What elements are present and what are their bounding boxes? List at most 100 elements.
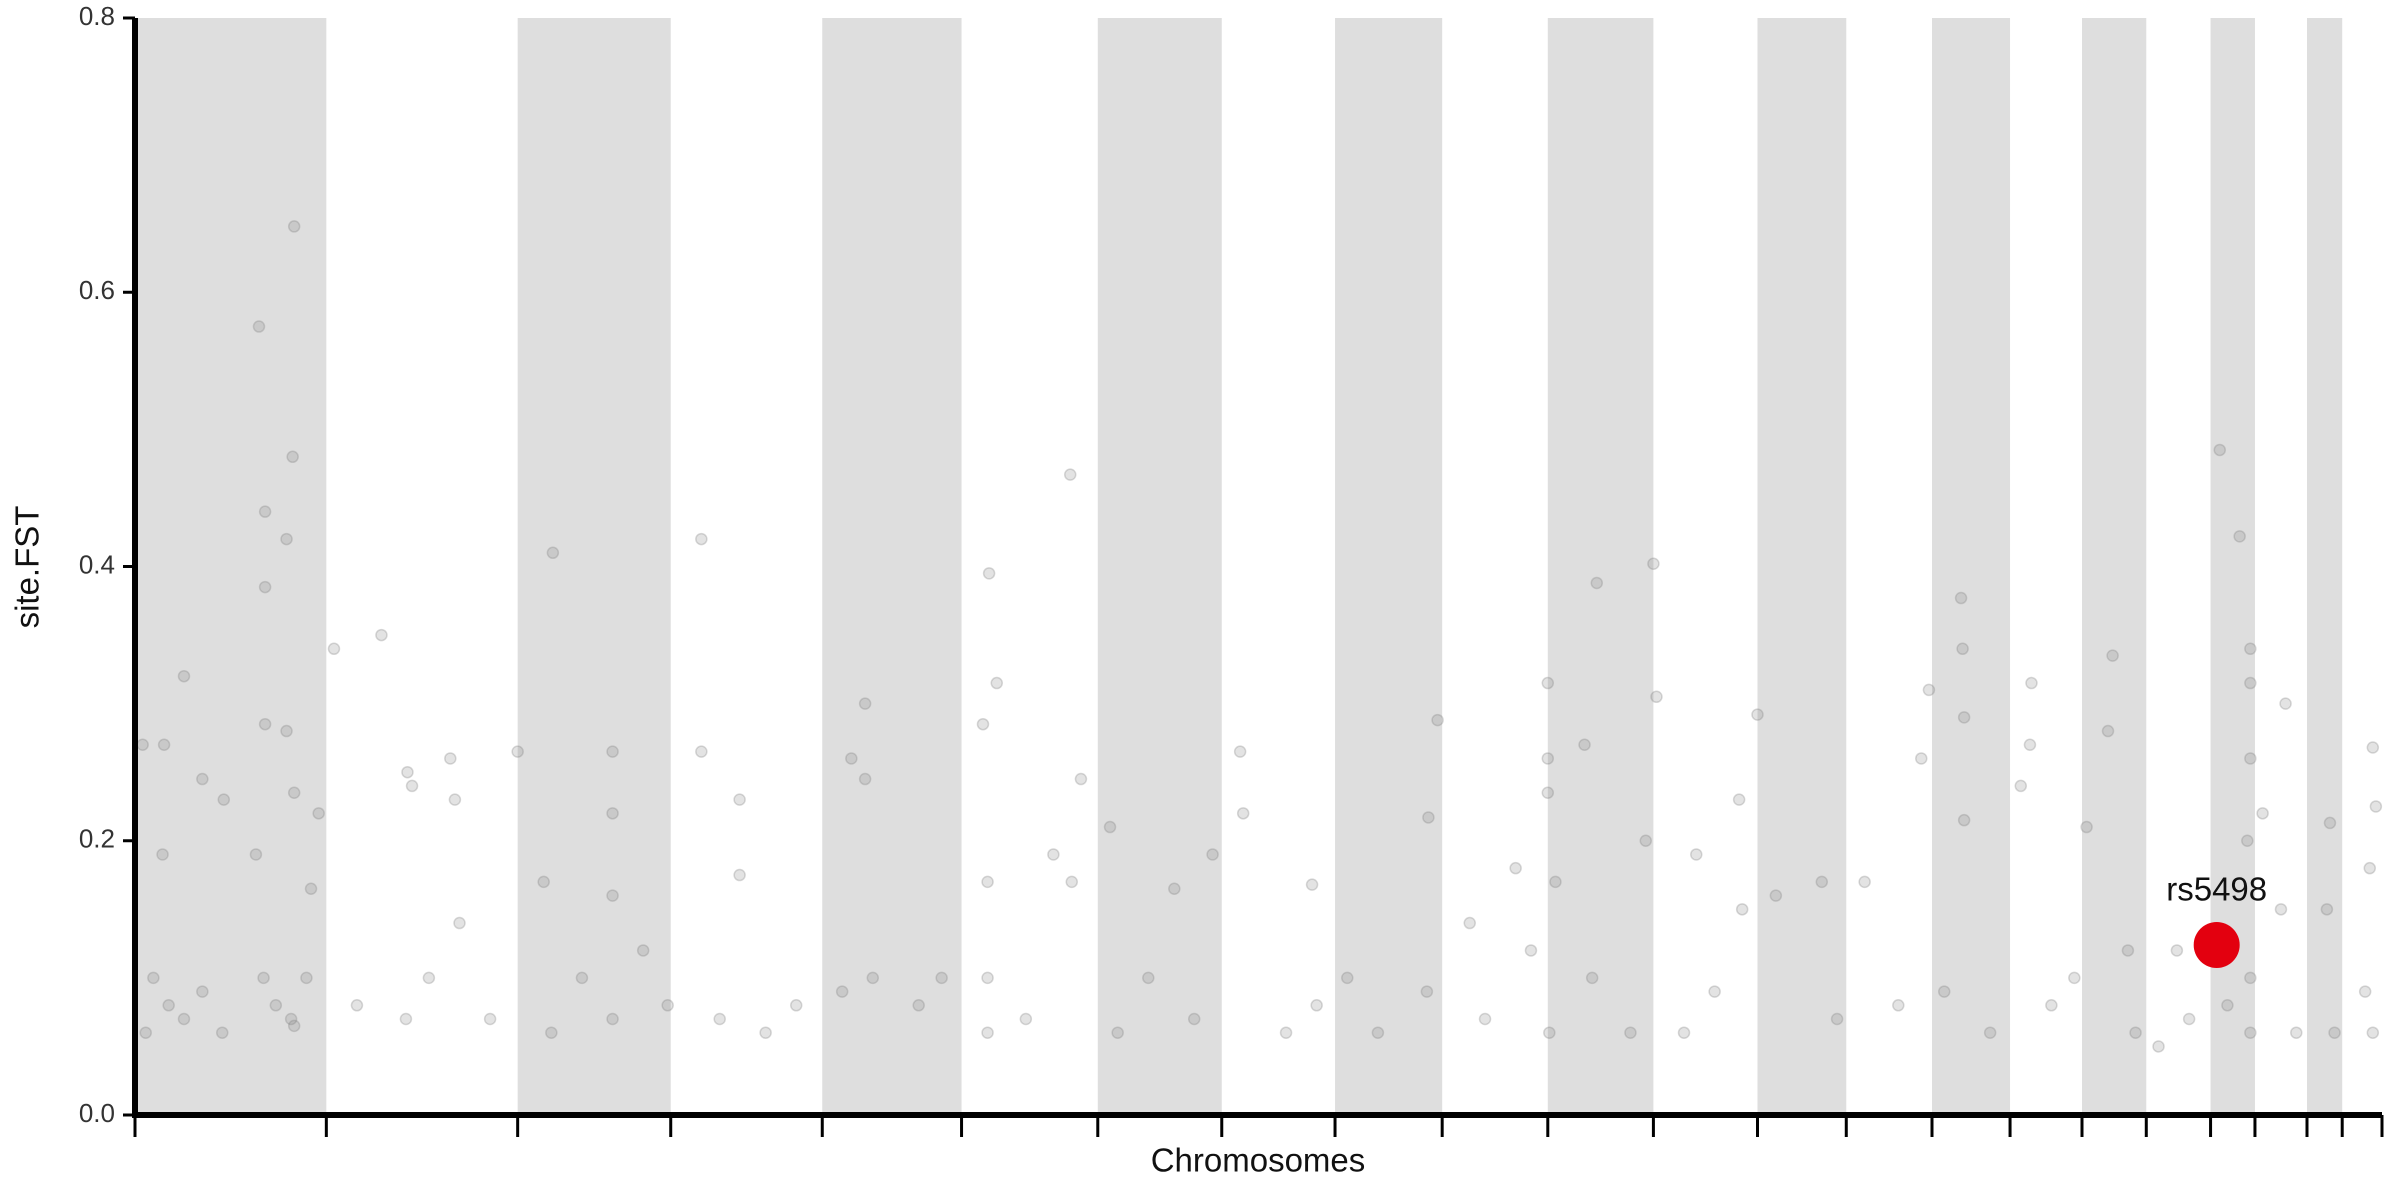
point xyxy=(177,669,191,683)
point xyxy=(1074,772,1088,786)
point xyxy=(981,875,994,889)
point xyxy=(162,999,175,1012)
point xyxy=(2244,971,2257,985)
point xyxy=(858,772,872,786)
x-axis-label: Chromosomes xyxy=(1151,1142,1366,1179)
point xyxy=(2256,807,2269,820)
point xyxy=(1541,786,1555,800)
point xyxy=(1830,1012,1844,1026)
point xyxy=(1310,999,1323,1012)
point xyxy=(606,745,619,758)
y-tick-label: 0.6 xyxy=(79,275,115,305)
point xyxy=(733,868,746,882)
point xyxy=(196,772,209,786)
point xyxy=(636,944,650,957)
point xyxy=(1111,1026,1124,1039)
point xyxy=(713,1012,726,1026)
point xyxy=(1019,1012,1033,1026)
point xyxy=(286,450,299,464)
chromosome-band xyxy=(135,18,327,1115)
point xyxy=(1690,848,1703,861)
point xyxy=(1305,878,1319,891)
point xyxy=(1422,811,1435,824)
point xyxy=(1341,971,1354,985)
point xyxy=(2323,816,2337,830)
point xyxy=(1954,591,1968,605)
point xyxy=(2366,741,2380,754)
point xyxy=(217,793,231,806)
point xyxy=(606,889,619,902)
point xyxy=(511,745,524,758)
point xyxy=(139,1026,152,1039)
point xyxy=(280,724,293,738)
chromosome-band xyxy=(2306,18,2343,1115)
point xyxy=(2068,971,2081,985)
point xyxy=(575,971,589,985)
point xyxy=(858,697,872,710)
y-tick-label: 0.0 xyxy=(79,1098,115,1128)
point xyxy=(912,999,925,1012)
point xyxy=(312,807,325,820)
point xyxy=(1065,875,1079,889)
point xyxy=(759,1026,772,1039)
point xyxy=(1957,711,1971,724)
point xyxy=(2101,724,2115,738)
point xyxy=(2244,752,2257,765)
point xyxy=(866,971,880,985)
point xyxy=(1168,882,1181,895)
point xyxy=(147,971,160,985)
point xyxy=(1233,745,1247,758)
point xyxy=(1279,1026,1293,1039)
point xyxy=(399,1012,413,1026)
point xyxy=(1650,690,1663,704)
point xyxy=(1922,683,1936,697)
point xyxy=(448,793,462,806)
point xyxy=(1915,752,1928,765)
point xyxy=(976,717,990,731)
point xyxy=(375,628,388,642)
point xyxy=(733,793,746,806)
point xyxy=(287,1019,301,1033)
point xyxy=(695,745,708,758)
point xyxy=(1639,834,1653,847)
point xyxy=(2241,834,2254,847)
point xyxy=(2121,944,2135,957)
point xyxy=(249,848,263,861)
point xyxy=(1677,1026,1691,1039)
point xyxy=(546,546,560,560)
point xyxy=(157,738,171,752)
point xyxy=(2363,861,2377,875)
point xyxy=(258,580,272,594)
chromosome-band xyxy=(1097,18,1222,1115)
point xyxy=(2152,1040,2165,1053)
chromosome-bands xyxy=(135,18,2343,1115)
point xyxy=(606,807,619,820)
point xyxy=(405,779,419,793)
point xyxy=(269,999,283,1012)
point xyxy=(2025,676,2038,690)
point xyxy=(258,717,272,731)
point xyxy=(2366,1026,2380,1039)
chromosome-band xyxy=(1757,18,1847,1115)
point xyxy=(1549,875,1562,889)
point xyxy=(196,985,209,998)
chromosome-band xyxy=(1931,18,2011,1115)
point xyxy=(935,971,948,985)
point xyxy=(1371,1026,1385,1039)
point xyxy=(1541,676,1555,690)
point xyxy=(287,786,301,800)
highlight-label: rs5498 xyxy=(2166,871,2267,908)
point xyxy=(2328,1026,2341,1039)
point xyxy=(1585,971,1599,985)
point xyxy=(136,738,149,752)
point xyxy=(537,875,550,889)
point xyxy=(1047,848,1060,861)
point xyxy=(1937,985,1951,998)
point xyxy=(2170,944,2184,957)
point xyxy=(280,532,293,546)
point xyxy=(483,1012,497,1026)
point xyxy=(258,505,272,518)
chromosome-band xyxy=(2081,18,2147,1115)
point xyxy=(981,971,994,985)
points: rs5498 xyxy=(136,220,2383,1053)
